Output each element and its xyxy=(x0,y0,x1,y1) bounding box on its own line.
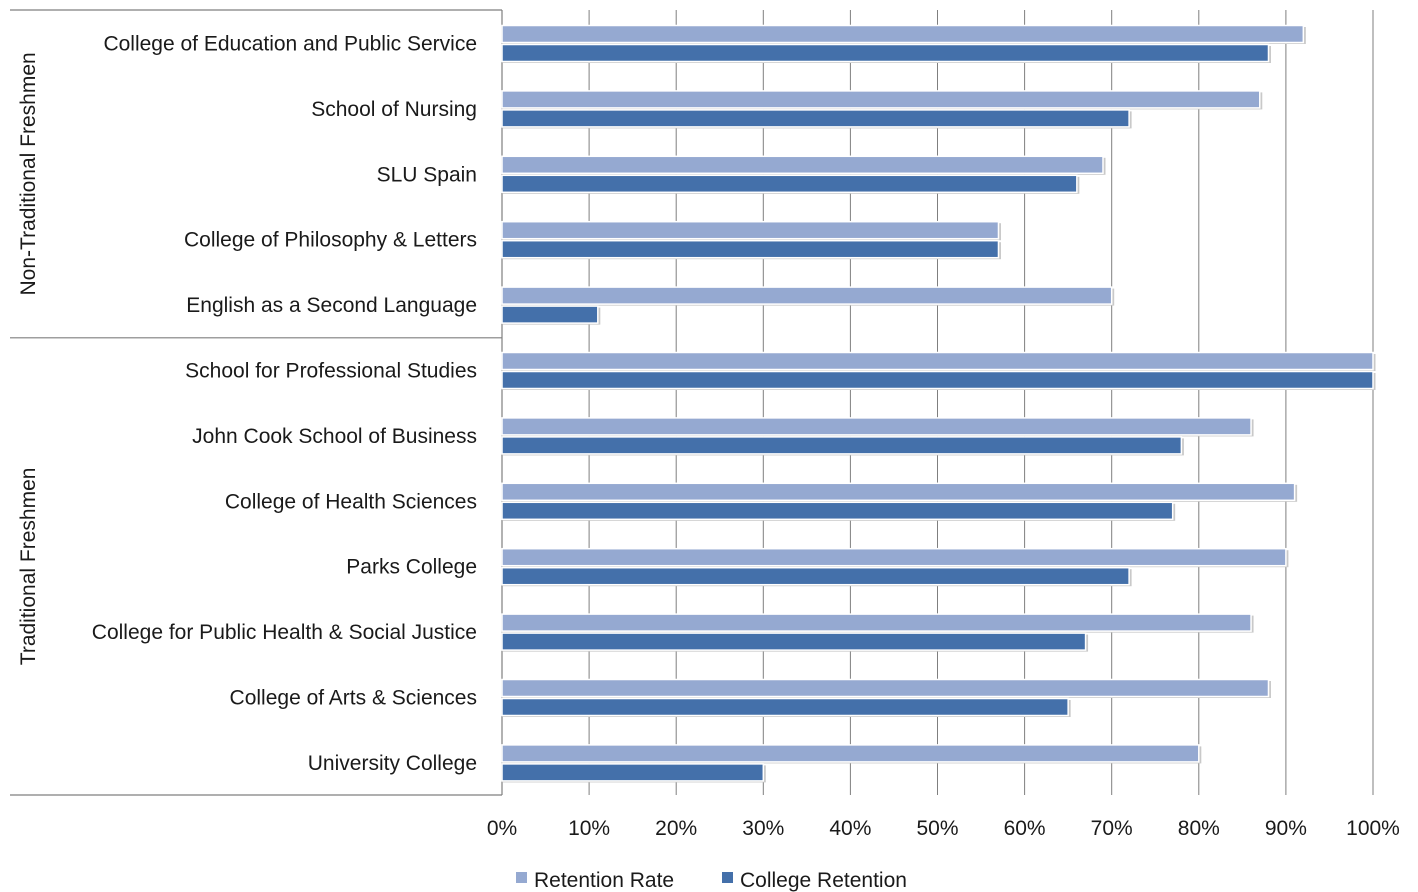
bar-retention-rate xyxy=(501,351,1374,371)
bar-retention-rate xyxy=(501,482,1296,502)
bar-college-retention xyxy=(501,174,1078,194)
group-label: Traditional Freshmen xyxy=(17,468,40,666)
bar-college-retention xyxy=(501,436,1183,455)
bar-college-retention xyxy=(501,239,1000,259)
bar-college-retention xyxy=(501,109,1130,128)
x-tick-label: 30% xyxy=(742,817,784,840)
category-label: School for Professional Studies xyxy=(185,360,477,383)
category-frame xyxy=(10,9,503,796)
bar-college-retention xyxy=(501,697,1069,717)
gridlines xyxy=(588,10,1374,795)
bar-retention-rate xyxy=(501,547,1287,567)
category-label: School of Nursing xyxy=(311,98,477,121)
category-label: John Cook School of Business xyxy=(192,425,477,448)
legend-label: College Retention xyxy=(740,869,907,892)
category-label: College of Health Sciences xyxy=(225,490,477,513)
x-tick-label: 70% xyxy=(1091,817,1133,840)
bar-retention-rate xyxy=(501,220,1000,240)
bar-college-retention xyxy=(501,43,1270,63)
bar-college-retention xyxy=(501,370,1374,390)
bar-retention-rate xyxy=(501,678,1270,698)
category-label: SLU Spain xyxy=(377,163,477,186)
legend: Retention Rate College Retention xyxy=(516,869,907,892)
legend-swatch xyxy=(516,872,527,883)
bar-college-retention xyxy=(501,632,1087,651)
bar-retention-rate xyxy=(501,417,1252,436)
x-tick-label: 50% xyxy=(916,817,958,840)
bar-college-retention xyxy=(501,305,599,324)
x-tick-label: 100% xyxy=(1346,817,1400,840)
x-tick-label: 0% xyxy=(487,817,517,840)
category-label: Parks College xyxy=(346,556,477,579)
legend-label: Retention Rate xyxy=(534,869,674,892)
x-axis-ticks: 0% 10% 20% 30% 40% 50% 60% 70% 80% 90% 100% xyxy=(487,817,1400,840)
bar-retention-rate xyxy=(501,155,1104,175)
x-tick-label: 40% xyxy=(829,817,871,840)
category-label: College for Public Health & Social Justi… xyxy=(92,621,477,644)
bar-retention-rate xyxy=(501,613,1252,632)
x-tick-label: 10% xyxy=(568,817,610,840)
x-tick-label: 90% xyxy=(1265,817,1307,840)
bar-college-retention xyxy=(501,501,1174,521)
x-tick-label: 60% xyxy=(1004,817,1046,840)
category-label: College of Philosophy & Letters xyxy=(184,229,477,252)
x-tick-label: 80% xyxy=(1178,817,1220,840)
bar-college-retention xyxy=(501,763,765,782)
category-label: English as a Second Language xyxy=(186,294,477,317)
bar-retention-rate xyxy=(501,24,1305,44)
category-label: College of Education and Public Service xyxy=(103,33,477,56)
bar-retention-rate xyxy=(501,286,1113,305)
bar-retention-rate xyxy=(501,744,1200,763)
bar-college-retention xyxy=(501,566,1130,586)
category-label: University College xyxy=(308,752,477,775)
category-labels: College of Education and Public Service S… xyxy=(92,33,477,775)
group-label: Non-Traditional Freshmen xyxy=(17,52,40,295)
x-tick-label: 20% xyxy=(655,817,697,840)
legend-swatch xyxy=(722,872,733,883)
category-label: College of Arts & Sciences xyxy=(230,687,477,710)
bars xyxy=(501,24,1376,783)
group-labels: Non-Traditional Freshmen Traditional Fres… xyxy=(17,52,40,665)
bar-retention-rate xyxy=(501,90,1261,109)
